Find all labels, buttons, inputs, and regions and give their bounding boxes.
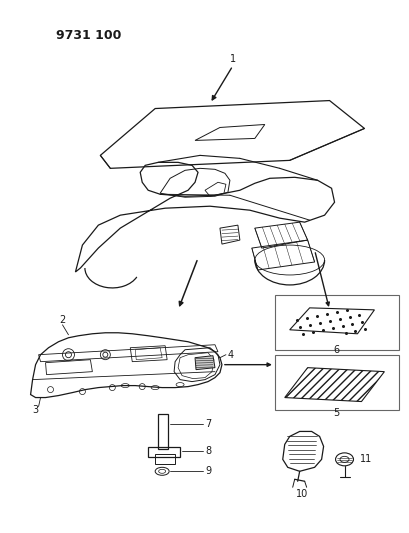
Text: 3: 3: [32, 405, 38, 415]
Text: 4: 4: [227, 350, 234, 360]
Text: 5: 5: [333, 408, 339, 417]
Text: 7: 7: [204, 419, 211, 430]
Text: 2: 2: [59, 315, 65, 325]
Bar: [274, 295, 398, 350]
Text: 8: 8: [204, 446, 211, 456]
Text: 9731 100: 9731 100: [55, 29, 121, 42]
Text: 11: 11: [359, 454, 371, 464]
Text: 10: 10: [295, 489, 307, 499]
Text: 6: 6: [333, 345, 339, 355]
Text: 1: 1: [229, 54, 236, 64]
Bar: [274, 354, 398, 409]
Text: 9: 9: [204, 466, 211, 477]
Polygon shape: [195, 356, 214, 370]
